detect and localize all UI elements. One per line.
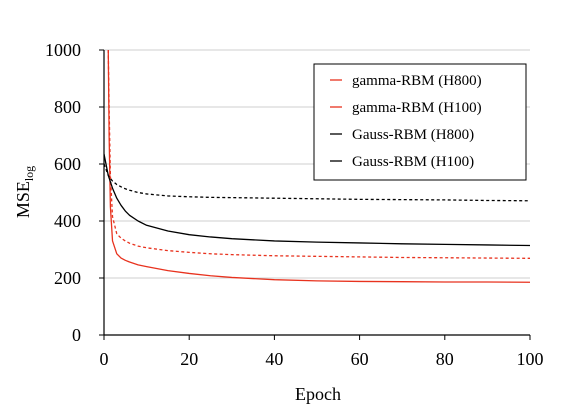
series-line-2 <box>107 50 530 259</box>
legend-label: gamma-RBM (H800) <box>352 73 482 89</box>
series-line-1 <box>107 50 530 283</box>
legend-label: Gauss-RBM (H800) <box>352 127 474 143</box>
series-layer <box>104 50 530 283</box>
y-tick-label: 800 <box>54 97 81 117</box>
y-tick-label: 400 <box>54 211 81 231</box>
y-axis-label: MSElog <box>13 166 36 218</box>
legend-label: Gauss-RBM (H100) <box>352 154 474 170</box>
y-tick-label: 200 <box>54 268 81 288</box>
series-line-4 <box>104 163 530 202</box>
x-tick-label: 0 <box>100 349 109 369</box>
y-tick-label: 0 <box>72 325 81 345</box>
x-tick-label: 100 <box>517 349 544 369</box>
x-axis-ticks: 0 20 40 60 80 100 <box>100 335 544 369</box>
y-axis-label-main: MSE <box>13 181 33 218</box>
axes <box>103 50 530 336</box>
series-line-3 <box>104 153 530 247</box>
y-tick-label: 1000 <box>45 40 81 60</box>
legend: gamma-RBM (H800) gamma-RBM (H100) Gauss-RB… <box>313 63 527 181</box>
legend-label: gamma-RBM (H100) <box>352 100 482 116</box>
x-tick-label: 40 <box>265 349 283 369</box>
y-axis-label-subscript: log <box>22 166 36 181</box>
x-axis-label: Epoch <box>295 384 341 404</box>
y-tick-label: 600 <box>54 154 81 174</box>
x-tick-label: 60 <box>351 349 369 369</box>
y-axis-ticks: 0 200 400 600 800 1000 <box>45 40 104 345</box>
legend-box <box>313 63 527 181</box>
x-tick-label: 20 <box>180 349 198 369</box>
x-tick-label: 80 <box>436 349 454 369</box>
